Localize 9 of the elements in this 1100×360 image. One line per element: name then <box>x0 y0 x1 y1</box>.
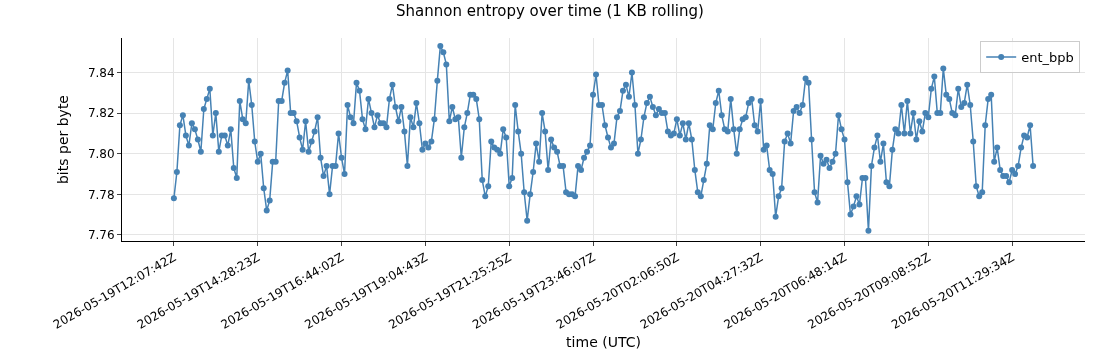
y-tick-label: 7.76 <box>87 228 115 243</box>
y-axis-title: bits per byte <box>55 95 72 184</box>
legend-label: ent_bpb <box>1021 50 1074 66</box>
y-tick-label: 7.84 <box>87 65 115 80</box>
chart-title: Shannon entropy over time (1 KB rolling) <box>396 1 704 20</box>
y-tick-label: 7.80 <box>87 146 115 161</box>
y-tick-label: 7.78 <box>87 187 115 202</box>
y-tick-label: 7.82 <box>87 106 115 121</box>
x-axis-title: time (UTC) <box>566 334 641 351</box>
